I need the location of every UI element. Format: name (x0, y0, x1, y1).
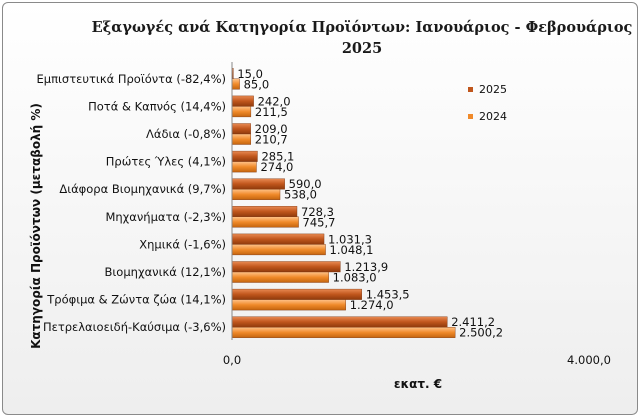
bar-2025 (231, 316, 448, 328)
category-label: Μηχανήματα (-2,3%) (105, 210, 226, 224)
data-label-2024: 1.048,1 (330, 243, 374, 257)
y-axis-label: Κατηγορία Προϊόντων (μεταβολή %) (29, 103, 43, 349)
data-label-2025: 209,0 (255, 122, 288, 136)
category-label: Εμπιστευτικά Προϊόντα (-82,4%) (37, 72, 226, 86)
bar-2024 (231, 327, 456, 338)
legend-swatch-2024 (468, 114, 473, 119)
data-label-2025: 1.453,5 (366, 288, 410, 302)
bar-2025 (231, 178, 285, 190)
data-label-2025: 285,1 (261, 150, 294, 164)
category-label: Ποτά & Καπνός (14,4%) (88, 99, 226, 113)
data-label-2025: 590,0 (289, 177, 322, 191)
data-label-2024: 210,7 (255, 133, 288, 147)
bar-2024 (231, 161, 257, 173)
category-label: Λάδια (-0,8%) (146, 127, 226, 141)
bar-2024 (231, 299, 346, 311)
data-label-2025: 1.213,9 (344, 260, 388, 274)
x-axis-label: εκατ. € (394, 377, 442, 391)
bar-2025 (231, 95, 254, 107)
chart-title-line1: Εξαγωγές ανά Κατηγορία Προϊόντων: Ιανουά… (92, 19, 633, 36)
data-label-2024: 2.500,2 (459, 326, 503, 340)
legend-label-2024: 2024 (479, 110, 507, 123)
data-label-2025: 1.031,3 (328, 232, 372, 246)
data-label-2025: 242,0 (258, 94, 291, 108)
bar-2025 (231, 123, 251, 135)
category-label: Χημικά (-1,6%) (139, 237, 226, 251)
category-label: Διάφορα Βιομηχανικά (9,7%) (59, 182, 226, 196)
legend-swatch-2025 (468, 87, 473, 92)
bar-2024 (231, 271, 329, 283)
data-label-2024: 745,7 (303, 215, 336, 229)
data-label-2024: 211,5 (255, 105, 288, 119)
data-label-2024: 274,0 (260, 160, 293, 174)
chart-title-line2: 2025 (342, 40, 382, 57)
category-label: Βιομηχανικά (12,1%) (105, 265, 226, 279)
data-label-2024: 1.083,0 (333, 271, 377, 285)
bar-2024 (231, 244, 326, 256)
bar-2025 (231, 206, 298, 218)
chart-frame (2, 2, 638, 415)
data-label-2024: 538,0 (284, 188, 317, 202)
x-tick-label-0: 0,0 (223, 353, 241, 367)
data-label-2025: 728,3 (301, 205, 334, 219)
category-label: Πετρελαιοειδή-Καύσιμα (-3,6%) (43, 320, 226, 334)
bar-2025 (231, 150, 258, 162)
data-label-2024: 85,0 (244, 77, 270, 91)
category-label: Τρόφιμα & Ζώντα ζώα (14,1%) (46, 293, 226, 307)
category-label: Πρώτες Ύλες (4,1%) (106, 155, 226, 169)
data-label-2025: 2.411,2 (451, 315, 495, 329)
bar-2025 (231, 261, 341, 273)
bar-2024 (231, 133, 252, 145)
bar-2025 (231, 233, 325, 245)
bar-2024 (231, 216, 299, 228)
legend-label-2025: 2025 (479, 83, 507, 96)
bar-2025 (231, 288, 362, 300)
bar-2024 (231, 106, 252, 118)
data-label-2024: 1.274,0 (350, 298, 394, 312)
labels-group: Εμπιστευτικά Προϊόντα (-82,4%) 15,085,0 Πο… (37, 67, 504, 340)
bar-2024 (231, 188, 281, 200)
x-tick-label-1: 4.000,0 (567, 353, 611, 367)
bars-group (231, 68, 456, 338)
data-label-2025: 15,0 (237, 67, 263, 81)
